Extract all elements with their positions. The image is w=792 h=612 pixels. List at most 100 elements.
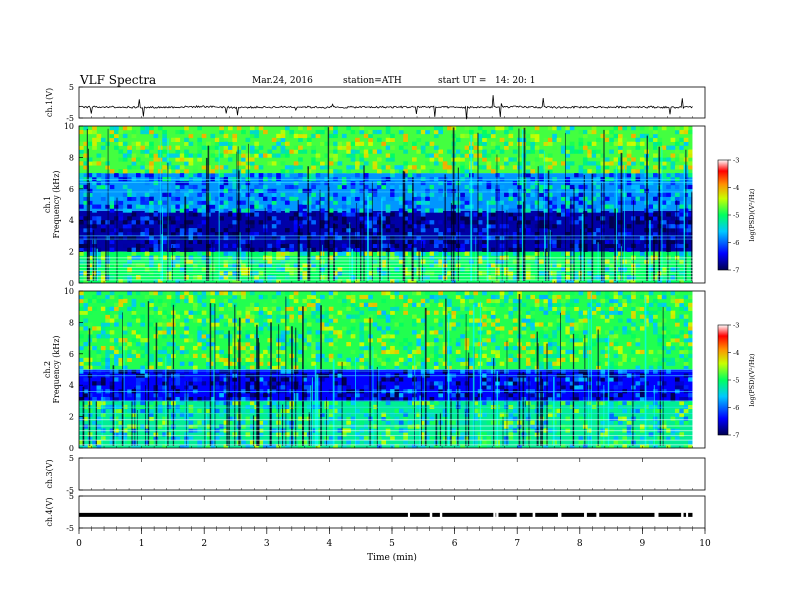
spectro-cell [350, 322, 356, 327]
spectro-cell [490, 279, 496, 284]
spectro-cell [311, 263, 316, 268]
spectro-cell [157, 369, 163, 374]
spectro-cell [679, 357, 685, 362]
spectro-cell [306, 334, 312, 339]
spectro-cell [683, 318, 689, 323]
spectro-cell [639, 306, 645, 311]
spectro-cell [556, 349, 562, 355]
spectro-cell [79, 396, 84, 402]
spectro-cell [359, 200, 365, 205]
spectro-cell [289, 184, 295, 190]
spectro-cell [245, 342, 251, 347]
spectro-cell [679, 208, 685, 213]
spectro-cell [578, 416, 584, 421]
spectro-cell [688, 393, 693, 398]
spectro-cell [569, 208, 575, 213]
spectro-cell [179, 412, 185, 417]
spectro-cell [429, 208, 435, 213]
spectro-cell [622, 369, 628, 374]
spectro-cell [394, 393, 400, 398]
spectro-cell [486, 200, 492, 205]
spectro-cell [328, 235, 334, 241]
spectro-cell [306, 310, 312, 315]
spectro-cell [495, 353, 500, 359]
spectro-cell [105, 235, 110, 241]
spectro-cell [333, 345, 338, 351]
spectro-cell [368, 188, 373, 194]
spectro-cell [617, 228, 623, 233]
spectro-cell [324, 165, 330, 170]
spectro-cell [653, 157, 658, 162]
spectro-cell [232, 145, 238, 150]
spectro-cell [368, 275, 373, 280]
spectro-cell [398, 208, 404, 213]
spectro-cell [556, 345, 562, 351]
spectro-cell [175, 188, 181, 194]
spectro-cell [149, 357, 154, 362]
spectro-cell [447, 326, 452, 331]
spectro-cell [635, 306, 641, 311]
spectro-cell [596, 326, 601, 331]
spectro-cell [118, 169, 124, 174]
spectro-cell [140, 318, 146, 323]
spectro-cell [114, 393, 119, 398]
spectro-cell [613, 396, 619, 402]
spectro-cell [355, 196, 360, 201]
spectro-cell [477, 220, 483, 225]
spectro-cell [263, 153, 268, 158]
spectro-cell [604, 220, 610, 225]
spectro-cell [245, 212, 251, 217]
spectro-cell [280, 149, 286, 154]
spectro-cell [425, 400, 430, 406]
spectro-cell [543, 400, 549, 406]
spectro-cell [644, 322, 649, 327]
spectro-cell [390, 314, 395, 319]
spectro-cell [600, 275, 606, 280]
spectro-cell [543, 353, 549, 359]
spectro-cell [455, 279, 461, 284]
spectro-cell [201, 396, 207, 402]
spectro-cell [328, 133, 334, 139]
spectro-cell [482, 385, 487, 390]
spectro-cell [639, 436, 645, 441]
spectro-cell [688, 188, 693, 194]
spectro-cell [578, 216, 584, 221]
spectro-cell [127, 153, 132, 158]
spectro-cell [604, 267, 610, 272]
spectro-cell [490, 345, 496, 351]
spectro-cell [653, 326, 658, 331]
spectro-cell [188, 231, 194, 237]
spectro-cell [578, 137, 584, 142]
spectro-cell [525, 208, 531, 213]
spectro-cell [574, 188, 579, 194]
spectro-cell [600, 220, 606, 225]
spectro-cell [495, 145, 500, 150]
spectro-cell [298, 133, 303, 139]
spectro-cell [429, 385, 435, 390]
spectro-cell [688, 342, 693, 347]
spectro-cell [227, 345, 233, 351]
spectro-cell [543, 440, 549, 445]
spectro-cell [346, 361, 351, 366]
spectro-cell [280, 318, 286, 323]
spectro-cell [600, 161, 606, 166]
spectro-cell [425, 208, 430, 213]
spectro-cell [525, 149, 531, 154]
spectro-cell [547, 322, 553, 327]
spectro-cell [271, 381, 277, 386]
spectro-cell [350, 326, 356, 331]
spectro-cell [184, 208, 189, 213]
spectro-cell [617, 267, 623, 272]
spectro-cell [210, 318, 216, 323]
spectro-cell [482, 314, 487, 319]
spectro-cell [653, 310, 658, 315]
spectro-cell [232, 251, 238, 256]
spectro-cell [600, 200, 606, 205]
spectro-cell [306, 208, 312, 213]
spectro-cell [333, 157, 338, 162]
spectro-cell [604, 129, 610, 135]
spectro-cell [258, 322, 264, 327]
spectro-cell [346, 200, 351, 205]
spectro-cell [280, 169, 286, 174]
